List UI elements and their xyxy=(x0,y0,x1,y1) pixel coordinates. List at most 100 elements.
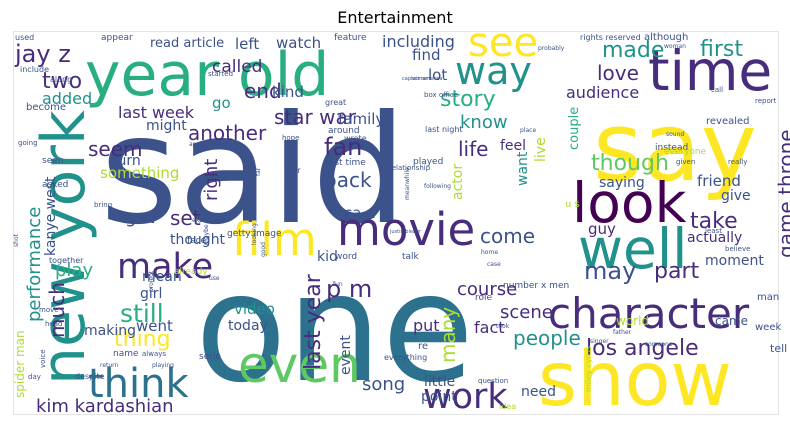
word-one: one xyxy=(195,242,474,416)
word-may: may xyxy=(584,257,636,285)
word-kind: kind xyxy=(272,83,304,101)
word-use: use xyxy=(209,275,220,282)
word-asked: asked xyxy=(42,180,68,190)
word-two: two xyxy=(42,69,82,94)
word-though: though xyxy=(591,151,669,176)
word-want: want xyxy=(515,151,531,186)
word-although: although xyxy=(644,32,688,43)
word-despite: despite xyxy=(75,372,105,381)
word-star: star xyxy=(285,166,301,175)
word-least: least xyxy=(705,227,722,235)
word-played: played xyxy=(413,157,443,167)
word-call: call xyxy=(711,86,723,94)
word-singer: singer xyxy=(590,338,609,345)
word-new-york: new york xyxy=(29,110,99,385)
word-family: family xyxy=(338,110,384,128)
word-feature: feature xyxy=(334,33,367,43)
word-last-week: last week xyxy=(118,103,195,122)
word-meanwhile: meanwhile xyxy=(404,167,411,200)
word-used: used xyxy=(15,33,34,42)
word-maybe: maybe xyxy=(203,224,210,245)
word-day: day xyxy=(28,373,41,381)
word-even: even xyxy=(238,336,361,394)
word-live: live xyxy=(533,137,549,162)
word-right: right xyxy=(201,159,222,201)
word-friend: friend xyxy=(697,172,741,190)
word-probably: probably xyxy=(538,45,565,52)
word-feel: feel xyxy=(500,138,526,154)
word-kid: kid xyxy=(317,249,338,265)
word-might: might xyxy=(146,118,187,134)
word-including: including xyxy=(382,32,455,51)
word-first: first xyxy=(700,37,743,62)
word-song: song xyxy=(362,374,405,395)
word-face: face xyxy=(187,236,207,246)
word-know: know xyxy=(460,112,508,133)
word-instead: instead xyxy=(655,143,688,153)
word-idea: idea xyxy=(499,402,516,411)
word-show: show xyxy=(538,335,732,423)
word-hope: hope xyxy=(282,134,299,142)
word-someone: someone xyxy=(645,341,673,348)
word-shot: shot xyxy=(13,233,20,247)
word-year-old: year old xyxy=(85,40,329,110)
word-everything: everything xyxy=(384,353,427,362)
word-scene: scene xyxy=(500,302,553,323)
word-star-war: star war xyxy=(274,105,357,129)
word-point: point xyxy=(421,389,457,405)
word-actor: actor xyxy=(450,164,466,200)
word-question: question xyxy=(478,377,508,385)
word-moment: moment xyxy=(705,253,764,269)
word-looking: looking xyxy=(251,223,258,245)
word-called: called xyxy=(212,57,262,77)
word-performance: performance xyxy=(24,207,45,322)
word-far: far xyxy=(255,167,262,176)
word-story: story xyxy=(440,87,496,112)
word-event: event xyxy=(338,335,354,375)
word-last-night: last night xyxy=(425,125,463,134)
word-fun: fun xyxy=(333,281,343,288)
word-man: man xyxy=(757,292,779,303)
word-couple: couple xyxy=(567,107,582,150)
word-another: another xyxy=(188,121,267,145)
word-made: made xyxy=(602,38,664,63)
word-seem: seem xyxy=(88,137,143,161)
word-audience: audience xyxy=(566,83,639,102)
word-turn: turn xyxy=(112,153,141,169)
word-work: work xyxy=(423,377,508,417)
word-first-time: first time xyxy=(325,158,366,168)
word-place: place xyxy=(520,127,536,134)
word-los-angele: los angele xyxy=(586,336,699,361)
word-head: head xyxy=(45,320,62,328)
word-give: give xyxy=(721,188,751,204)
word-got: got xyxy=(125,207,155,228)
word-see: see xyxy=(468,20,538,66)
word-sound: sound xyxy=(666,131,684,138)
word-number-x-men: number x men xyxy=(503,281,569,291)
word-given: given xyxy=(676,158,695,166)
word-fan: fan xyxy=(324,133,362,161)
word-need: need xyxy=(521,384,556,400)
word-ca-n-t: ca n't xyxy=(344,204,386,222)
word-left: left xyxy=(235,35,259,53)
word-help: help xyxy=(137,180,157,190)
word-cloud-frame xyxy=(13,31,779,415)
word-movie: movie xyxy=(337,203,475,256)
word-really: really xyxy=(728,158,747,166)
word-start: start xyxy=(245,186,252,201)
word-report: report xyxy=(755,97,777,105)
word-following: following xyxy=(424,183,451,190)
word-going: going xyxy=(18,139,38,147)
word-actually: actually xyxy=(687,230,742,246)
word-p-m: p m xyxy=(326,275,372,303)
word-people: people xyxy=(513,326,581,350)
word-something: something xyxy=(100,164,179,182)
word-started: started xyxy=(208,70,233,78)
word-box-office: box office xyxy=(424,91,458,99)
word-back: back xyxy=(324,168,372,192)
word-take: take xyxy=(690,209,738,234)
word-playing: playing xyxy=(152,362,174,369)
word-mean: mean xyxy=(142,269,182,285)
word-kanye-west: kanye west xyxy=(43,176,59,256)
